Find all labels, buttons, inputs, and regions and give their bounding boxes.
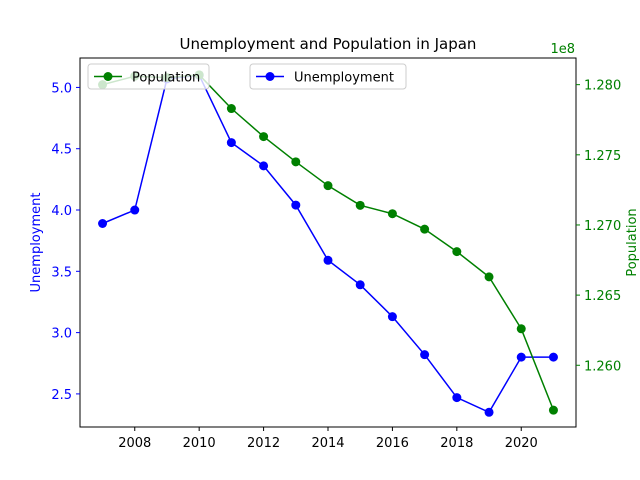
data-point: [484, 272, 494, 282]
legend-entry-label: Population: [132, 71, 200, 86]
y-axis-right-offset-label: 1e8: [550, 42, 575, 57]
y-axis-left-label: Unemployment: [29, 193, 44, 293]
x-tick-label: 2012: [247, 436, 280, 451]
y-axis-right: 1.260 1.265 1.270 1.275 1.280: [576, 79, 621, 374]
x-tick-label: 2010: [183, 436, 216, 451]
data-point: [226, 104, 236, 114]
data-point: [323, 255, 333, 265]
x-tick-label: 2020: [505, 436, 538, 451]
data-point: [420, 224, 430, 234]
series-line: [102, 74, 554, 414]
x-tick-label: 2018: [440, 436, 473, 451]
data-point: [484, 407, 494, 417]
y-axis-left: 2.5 3.0 3.5 4.0 4.5 5.0: [51, 81, 80, 403]
data-point: [355, 200, 365, 210]
data-point: [323, 181, 333, 191]
x-axis: 2008 2010 2012 2014 2016 2018 2020: [118, 427, 538, 451]
x-tick-label: 2014: [311, 436, 344, 451]
legend-layer: Population Unemployment: [87, 63, 407, 90]
legend-upper-left: Population: [87, 63, 210, 90]
data-point: [259, 132, 269, 142]
data-point: [452, 393, 462, 403]
y-left-tick-label: 4.0: [51, 204, 72, 219]
data-point: [452, 247, 462, 257]
legend-swatch-marker: [103, 72, 113, 81]
plot-frame: [79, 57, 577, 428]
data-point: [548, 352, 558, 362]
data-point: [226, 138, 236, 148]
y-left-tick-label: 5.0: [51, 81, 72, 96]
y-right-tick-label: 1.270: [584, 219, 621, 234]
data-point: [387, 209, 397, 219]
legend-box: [87, 63, 210, 90]
y-left-tick-label: 3.5: [51, 265, 72, 280]
data-point: [516, 324, 526, 334]
data-point: [420, 350, 430, 360]
y-left-tick-label: 4.5: [51, 143, 72, 158]
data-point: [291, 200, 301, 210]
data-point: [98, 218, 108, 228]
data-point: [259, 161, 269, 171]
data-point: [130, 205, 140, 215]
y-right-tick-label: 1.260: [584, 359, 621, 374]
series-population: [98, 70, 558, 415]
series-layer: [98, 70, 558, 417]
data-point: [387, 312, 397, 322]
legend-swatch-marker: [265, 72, 275, 81]
x-tick-label: 2016: [376, 436, 409, 451]
legend-upper-center: Unemployment: [249, 63, 407, 90]
y-left-tick-label: 2.5: [51, 388, 72, 403]
data-point: [355, 280, 365, 290]
legend-box: [249, 63, 407, 90]
y-right-tick-label: 1.275: [584, 149, 621, 164]
data-point: [548, 405, 558, 415]
y-axis-right-label: Population: [625, 208, 640, 276]
y-right-tick-label: 1.280: [584, 79, 621, 94]
y-right-tick-label: 1.265: [584, 289, 621, 304]
series-unemployment: [98, 70, 558, 417]
data-point: [291, 157, 301, 167]
legend-entry-label: Unemployment: [294, 71, 394, 86]
series-line: [102, 74, 555, 411]
chart-title: Unemployment and Population in Japan: [180, 35, 477, 53]
data-point: [516, 352, 526, 362]
y-left-tick-label: 3.0: [51, 327, 72, 342]
x-tick-label: 2008: [118, 436, 151, 451]
